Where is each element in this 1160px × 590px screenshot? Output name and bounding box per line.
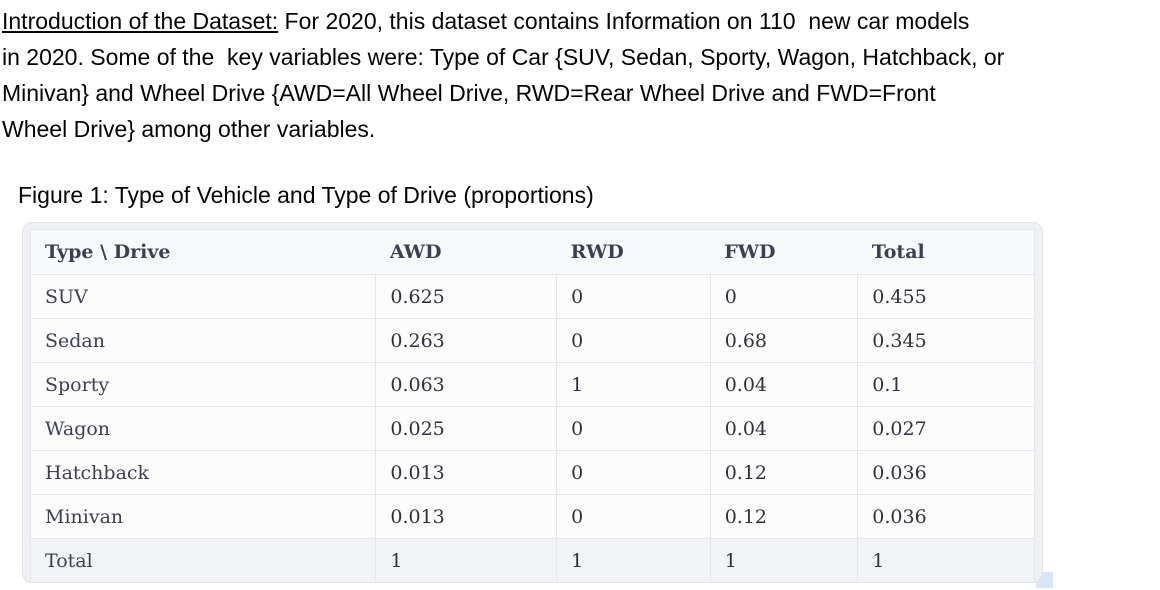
col-header-total: Total bbox=[857, 229, 1035, 275]
cell-wagon-total: 0.027 bbox=[857, 406, 1035, 451]
table-header-row: Type \ Drive AWD RWD FWD Total bbox=[30, 229, 1035, 275]
intro-line4: Wheel Drive} among other variables. bbox=[2, 116, 376, 142]
table-row-minivan: Minivan 0.013 0 0.12 0.036 bbox=[30, 494, 1035, 539]
cell-minivan-total: 0.036 bbox=[857, 494, 1035, 539]
col-header-fwd: FWD bbox=[710, 229, 858, 275]
cell-suv-rwd: 0 bbox=[556, 274, 711, 319]
cell-wagon-fwd: 0.04 bbox=[709, 406, 858, 451]
row-label-total: Total bbox=[30, 538, 376, 583]
cell-sporty-fwd: 0.04 bbox=[709, 362, 858, 407]
col-header-rwd: RWD bbox=[556, 229, 711, 275]
intro-underlined-heading: Introduction of the Dataset: bbox=[2, 8, 279, 34]
cell-sedan-fwd: 0.68 bbox=[709, 318, 858, 363]
cell-hatchback-rwd: 0 bbox=[556, 450, 711, 495]
intro-line2: in 2020. Some of the key variables were:… bbox=[2, 44, 1005, 70]
cell-sedan-rwd: 0 bbox=[556, 318, 711, 363]
intro-line3: Minivan} and Wheel Drive {AWD=All Wheel … bbox=[2, 80, 936, 106]
row-label-wagon: Wagon bbox=[30, 406, 376, 451]
figure1-table: Type \ Drive AWD RWD FWD Total SUV 0.625… bbox=[30, 229, 1035, 583]
cell-minivan-awd: 0.013 bbox=[375, 494, 557, 539]
cell-suv-total: 0.455 bbox=[857, 274, 1035, 319]
cell-sedan-total: 0.345 bbox=[857, 318, 1035, 363]
row-label-hatchback: Hatchback bbox=[30, 450, 376, 495]
table-row-wagon: Wagon 0.025 0 0.04 0.027 bbox=[30, 406, 1035, 451]
row-label-suv: SUV bbox=[30, 274, 376, 319]
table-row-sedan: Sedan 0.263 0 0.68 0.345 bbox=[30, 318, 1035, 363]
cell-hatchback-fwd: 0.12 bbox=[709, 450, 858, 495]
cell-sporty-rwd: 1 bbox=[556, 362, 711, 407]
figure-caption: Figure 1: Type of Vehicle and Type of Dr… bbox=[18, 182, 594, 208]
intro-line1-rest: For 2020, this dataset contains Informat… bbox=[278, 8, 970, 34]
col-header-awd: AWD bbox=[375, 229, 557, 275]
row-label-sporty: Sporty bbox=[30, 362, 376, 407]
cell-total-awd: 1 bbox=[375, 538, 557, 583]
cell-wagon-rwd: 0 bbox=[556, 406, 711, 451]
table-row-total: Total 1 1 1 1 bbox=[30, 538, 1035, 583]
cell-suv-fwd: 0 bbox=[709, 274, 858, 319]
cell-hatchback-awd: 0.013 bbox=[375, 450, 557, 495]
table-row-suv: SUV 0.625 0 0 0.455 bbox=[30, 274, 1035, 319]
document-page: Introduction of the Dataset: For 2020, t… bbox=[0, 0, 1160, 210]
figure1-table-card: Type \ Drive AWD RWD FWD Total SUV 0.625… bbox=[22, 222, 1043, 583]
cell-minivan-fwd: 0.12 bbox=[709, 494, 858, 539]
cell-total-total: 1 bbox=[857, 538, 1035, 583]
intro-paragraph: Introduction of the Dataset: For 2020, t… bbox=[0, 0, 1160, 147]
cell-suv-awd: 0.625 bbox=[375, 274, 557, 319]
cell-sporty-total: 0.1 bbox=[857, 362, 1035, 407]
cell-sporty-awd: 0.063 bbox=[375, 362, 557, 407]
cell-hatchback-total: 0.036 bbox=[857, 450, 1035, 495]
table-row-hatchback: Hatchback 0.013 0 0.12 0.036 bbox=[30, 450, 1035, 495]
row-label-minivan: Minivan bbox=[30, 494, 376, 539]
table-row-sporty: Sporty 0.063 1 0.04 0.1 bbox=[30, 362, 1035, 407]
col-header-type-drive: Type \ Drive bbox=[30, 229, 376, 275]
cell-total-rwd: 1 bbox=[556, 538, 711, 583]
cell-minivan-rwd: 0 bbox=[556, 494, 711, 539]
cell-sedan-awd: 0.263 bbox=[375, 318, 557, 363]
row-label-sedan: Sedan bbox=[30, 318, 376, 363]
cell-total-fwd: 1 bbox=[709, 538, 858, 583]
cell-wagon-awd: 0.025 bbox=[375, 406, 557, 451]
